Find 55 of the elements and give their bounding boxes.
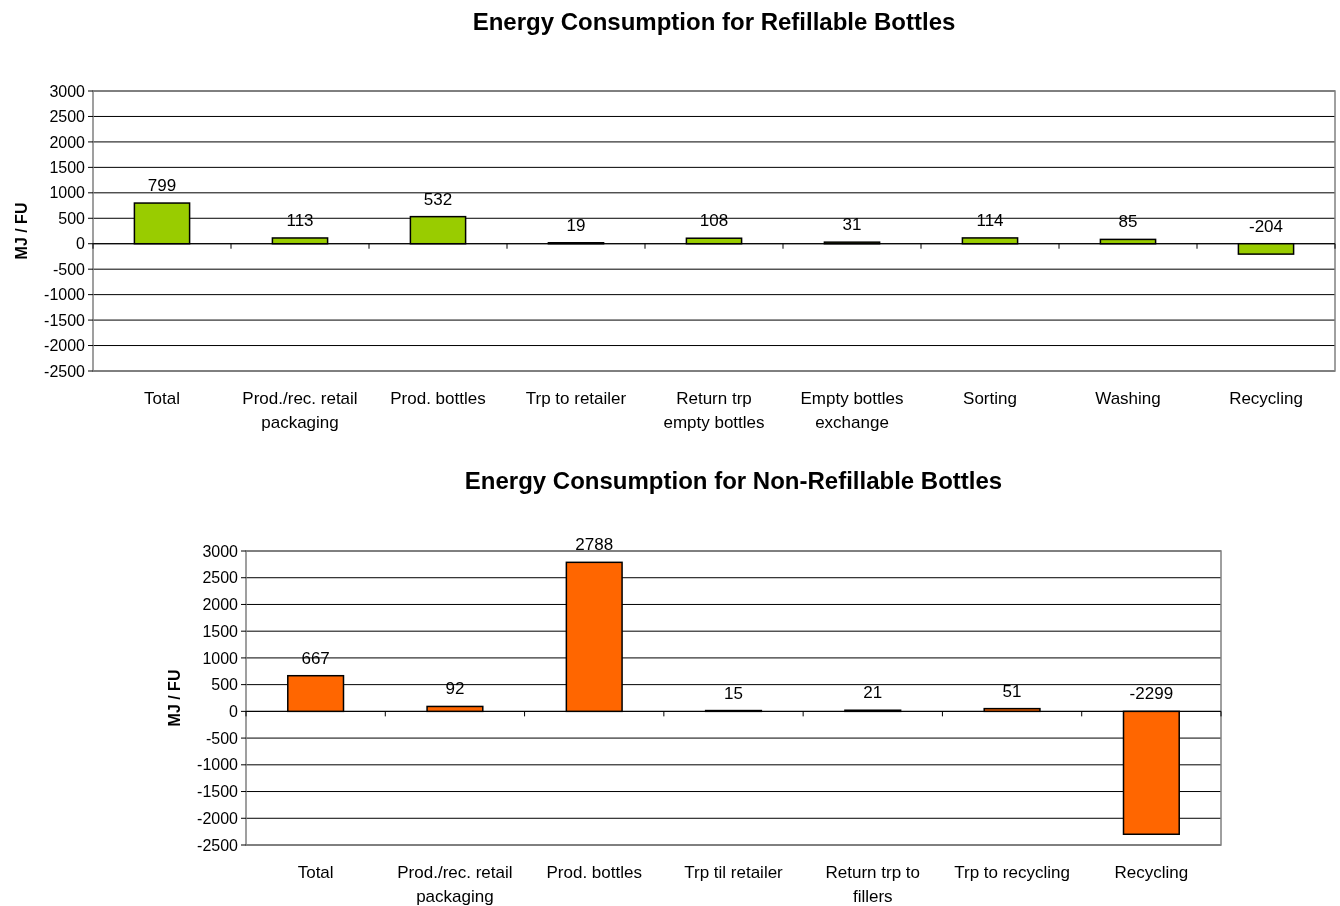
- x-tick-label: Empty bottles exchange: [800, 389, 904, 432]
- data-label: 31: [842, 215, 862, 235]
- data-label: 19: [566, 215, 586, 235]
- y-tick-label: -2000: [44, 337, 86, 355]
- y-tick-label: 0: [76, 235, 86, 253]
- y-tick-label: -2000: [197, 809, 239, 827]
- y-tick-label: 0: [229, 702, 239, 720]
- y-tick-label: 2500: [202, 569, 239, 587]
- x-tick-label: Prod./rec. retail packaging: [397, 863, 513, 906]
- y-tick-label: 1000: [202, 649, 239, 667]
- y-tick-label: 3000: [49, 82, 86, 100]
- data-label: 21: [863, 683, 883, 703]
- x-tick-label: Total: [297, 863, 334, 882]
- data-label: 799: [147, 176, 177, 196]
- chart-title: Energy Consumption for Refillable Bottles: [472, 8, 956, 35]
- data-label: 51: [1002, 681, 1022, 701]
- x-tick-label: Washing: [1095, 389, 1161, 408]
- y-tick-label: 1000: [49, 184, 86, 202]
- y-tick-label: 2500: [49, 108, 86, 126]
- x-tick-label: Prod. bottles: [546, 863, 642, 882]
- y-tick-label: 500: [211, 676, 239, 694]
- x-tick-label: Total: [144, 389, 180, 408]
- y-axis-title: MJ / FU: [166, 669, 183, 727]
- data-label: 532: [423, 189, 453, 209]
- y-tick-label: -1500: [197, 783, 239, 801]
- y-tick-label: -2500: [197, 836, 239, 854]
- x-tick-label: Trp to recycling: [954, 863, 1070, 882]
- x-tick-label: Recycling: [1229, 389, 1303, 408]
- x-tick-label: Trp til retailer: [684, 863, 784, 882]
- y-tick-label: 1500: [49, 158, 86, 176]
- x-tick-label: Prod./rec. retail packaging: [242, 389, 358, 432]
- chart-title: Energy Consumption for Non-Refillable Bottles: [464, 467, 1003, 494]
- y-tick-label: -500: [205, 729, 239, 747]
- y-tick-label: -1500: [44, 311, 86, 329]
- data-label: 15: [724, 683, 743, 703]
- x-tick-label: Sorting: [963, 389, 1017, 408]
- y-tick-label: 500: [58, 209, 86, 227]
- y-tick-label: 3000: [202, 542, 239, 560]
- y-tick-label: -1000: [197, 756, 239, 774]
- data-label: 2788: [575, 535, 614, 555]
- x-tick-label: Return trp empty bottles: [663, 389, 765, 432]
- data-label: 92: [445, 679, 465, 699]
- data-label: -2299: [1129, 684, 1174, 704]
- y-tick-label: 2000: [49, 133, 86, 151]
- y-axis-title: MJ / FU: [13, 202, 30, 260]
- y-tick-label: -500: [52, 260, 86, 278]
- y-tick-label: -2500: [44, 362, 86, 380]
- y-tick-label: -1000: [44, 286, 86, 304]
- x-tick-label: Recycling: [1114, 863, 1189, 882]
- x-tick-label: Return trp to fillers: [825, 863, 921, 906]
- data-label: -204: [1248, 216, 1284, 236]
- y-tick-label: 2000: [202, 596, 239, 614]
- y-tick-label: 1500: [202, 622, 239, 640]
- x-tick-label: Prod. bottles: [390, 389, 486, 408]
- x-tick-label: Trp to retailer: [525, 389, 627, 408]
